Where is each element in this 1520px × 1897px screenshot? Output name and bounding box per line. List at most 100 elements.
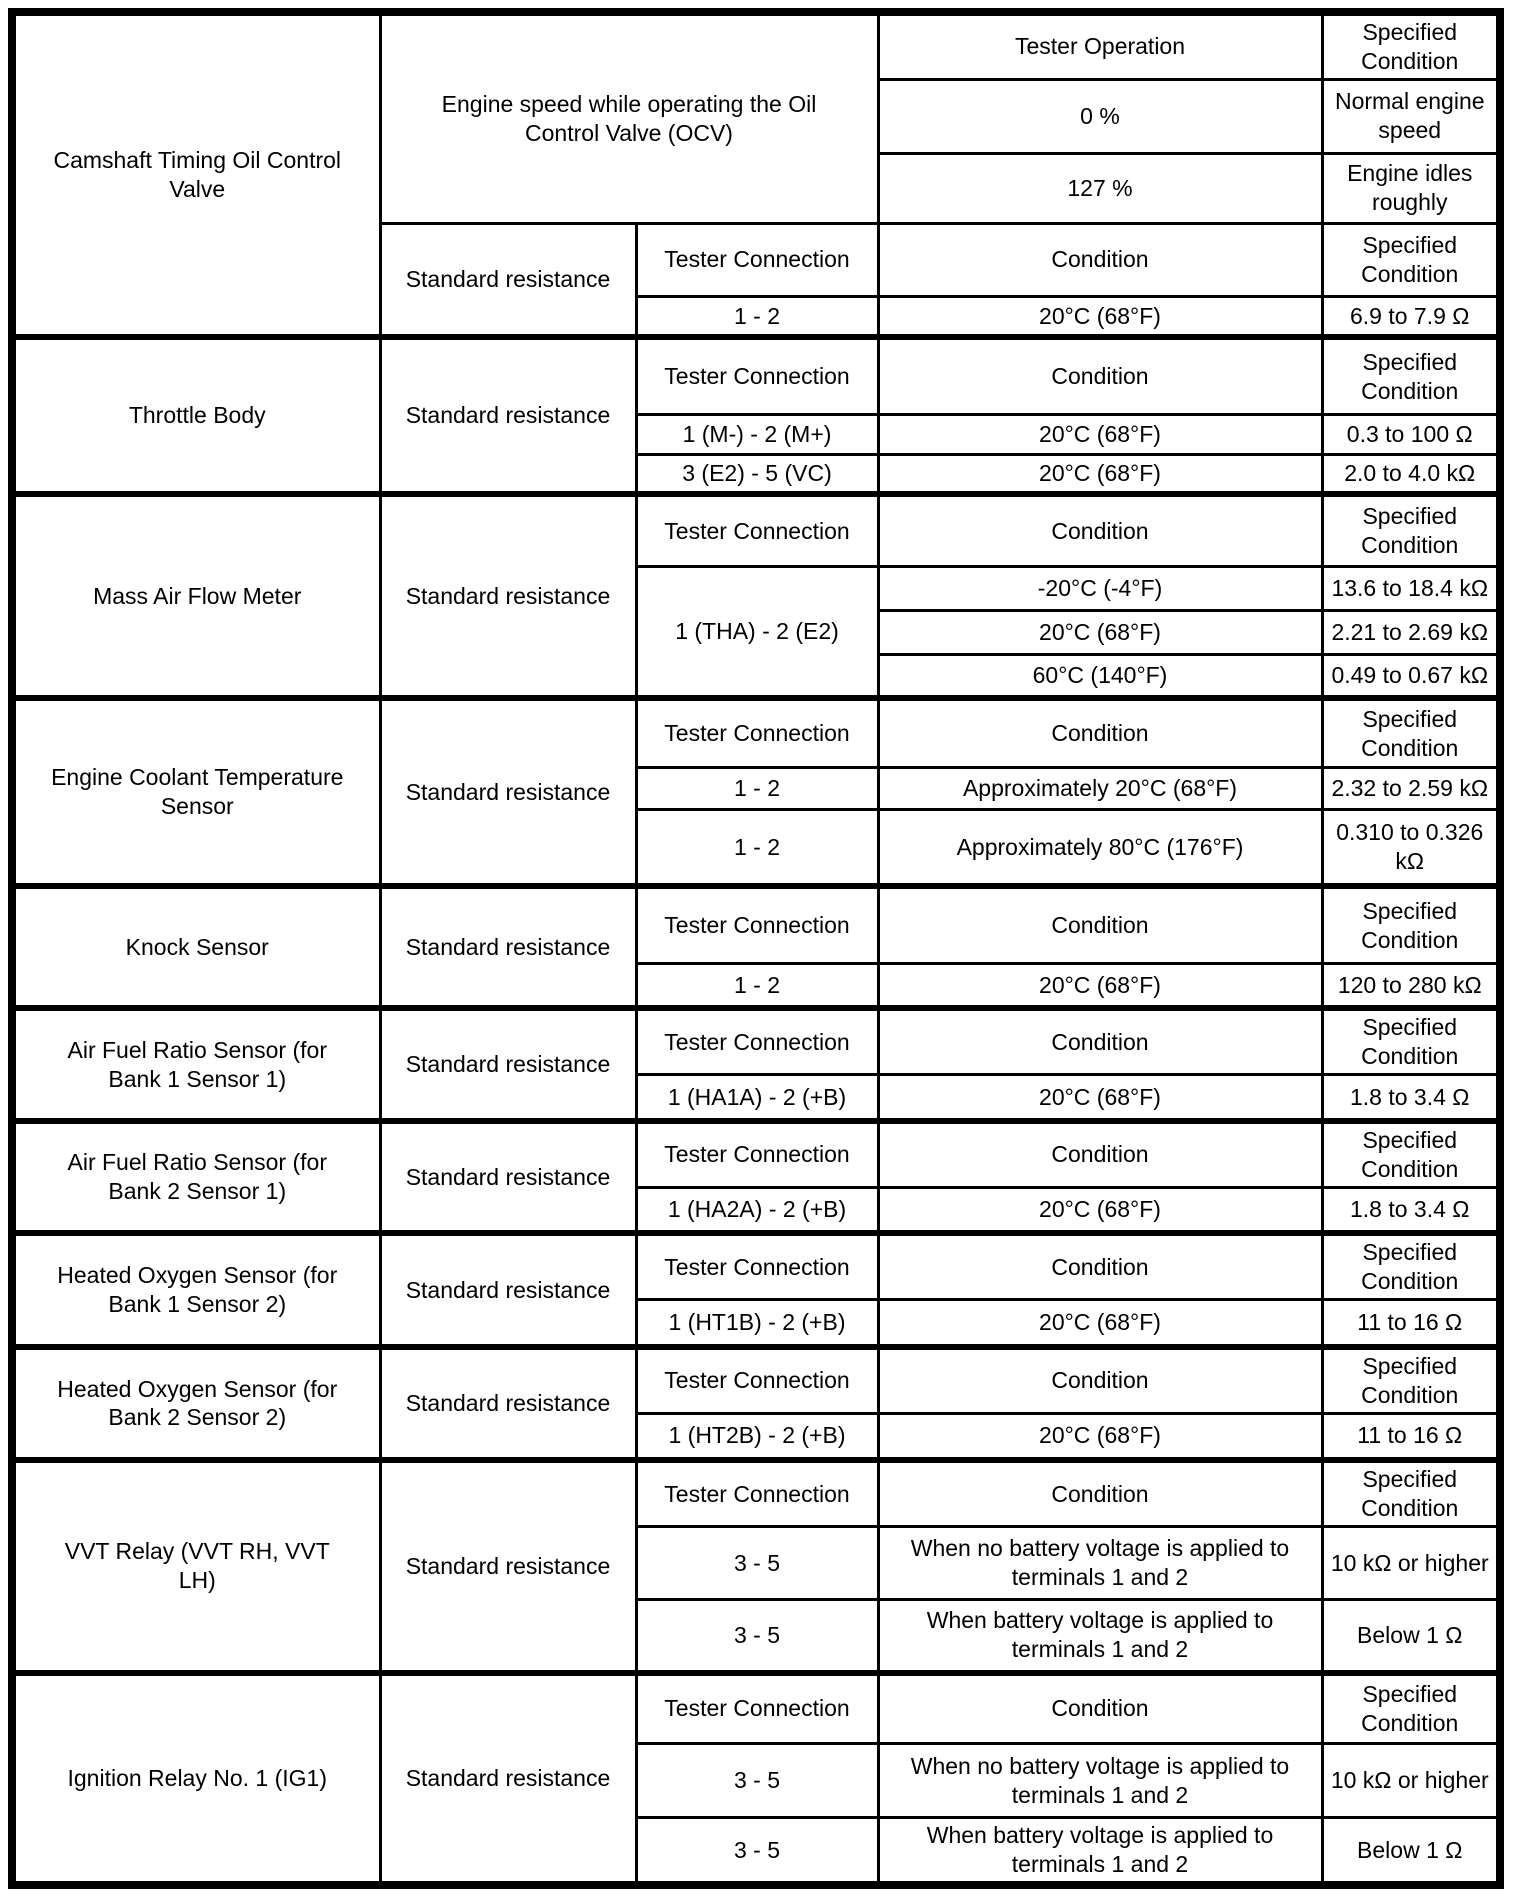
tester-connection-value: 3 (E2) - 5 (VC) — [634, 452, 880, 496]
specified-condition-value: 10 kΩ or higher — [1320, 1742, 1502, 1820]
table-row: 1 - 2 Approximately 20°C (68°F) 2.32 to … — [12, 765, 1502, 811]
component-cell: Camshaft Timing Oil Control Valve — [10, 10, 382, 339]
table-row: 1 - 2 Approximately 80°C (176°F) 0.310 t… — [12, 807, 1502, 888]
specified-condition-value: 11 to 16 Ω — [1320, 1411, 1502, 1462]
tester-connection-value: 1 - 2 — [634, 294, 880, 339]
table-row: 1 (HA2A) - 2 (+B) 20°C (68°F) 1.8 to 3.4… — [12, 1185, 1502, 1235]
table-row: 1 (HT2B) - 2 (+B) 20°C (68°F) 11 to 16 Ω — [12, 1411, 1502, 1462]
table-row: 1 (M-) - 2 (M+) 20°C (68°F) 0.3 to 100 Ω — [12, 412, 1502, 456]
tester-operation-value: 127 % — [876, 151, 1324, 225]
specified-condition-value: 2.32 to 2.59 kΩ — [1320, 765, 1502, 811]
component-cell: Air Fuel Ratio Sensor (for Bank 1 Sensor… — [10, 1005, 382, 1123]
condition-value: 20°C (68°F) — [876, 608, 1324, 656]
specified-condition-value: 6.9 to 7.9 Ω — [1320, 294, 1502, 339]
tester-connection-header: Tester Connection — [634, 1230, 880, 1302]
specified-condition-value: Normal engine speed — [1320, 77, 1502, 155]
specified-condition-value: 1.8 to 3.4 Ω — [1320, 1185, 1502, 1235]
specified-condition-header: Specified Condition — [1320, 221, 1502, 298]
condition-header: Condition — [876, 1005, 1324, 1077]
table-row: Heated Oxygen Sensor (for Bank 1 Sensor … — [10, 1230, 1502, 1349]
tester-connection-value: 3 - 5 — [634, 1742, 880, 1820]
table-row: Engine Coolant Temperature Sensor Standa… — [10, 695, 1502, 888]
specified-condition-value: Engine idles roughly — [1320, 151, 1502, 225]
specified-condition-value: 0.3 to 100 Ω — [1320, 412, 1502, 456]
specified-condition-header: Specified Condition — [1320, 1343, 1502, 1415]
specified-condition-header: Specified Condition — [1320, 1117, 1502, 1189]
measurement-label-cell: Standard resistance — [378, 1669, 638, 1887]
component-cell: Engine Coolant Temperature Sensor — [10, 695, 382, 888]
tester-connection-header: Tester Connection — [634, 334, 880, 416]
condition-value: Approximately 20°C (68°F) — [876, 765, 1324, 811]
table-row: 0 % Normal engine speed — [12, 77, 1502, 155]
tester-connection-value: 3 - 5 — [634, 1598, 880, 1675]
table-row: Heated Oxygen Sensor (for Bank 2 Sensor … — [10, 1343, 1502, 1462]
specified-condition-header: Specified Condition — [1320, 1669, 1502, 1746]
condition-value: When no battery voltage is applied to te… — [876, 1742, 1324, 1820]
table-row: 3 (E2) - 5 (VC) 20°C (68°F) 2.0 to 4.0 k… — [12, 452, 1502, 496]
specified-condition-value: Below 1 Ω — [1320, 1598, 1502, 1675]
measurement-label-cell: Standard resistance — [378, 1117, 638, 1235]
specified-condition-value: 0.49 to 0.67 kΩ — [1320, 652, 1502, 700]
tester-connection-value: 1 - 2 — [634, 961, 880, 1010]
table-row: 3 - 5 When battery voltage is applied to… — [12, 1598, 1502, 1675]
tester-connection-value: 3 - 5 — [634, 1816, 880, 1887]
tester-operation-header: Tester Operation — [876, 10, 1324, 81]
tester-connection-header: Tester Connection — [634, 883, 880, 965]
measurement-label-cell: Engine speed while operating the Oil Con… — [378, 10, 880, 225]
specified-condition-value: 10 kΩ or higher — [1320, 1525, 1502, 1602]
measurement-label-cell: Standard resistance — [378, 1457, 638, 1675]
tester-connection-header: Tester Connection — [634, 1005, 880, 1077]
tester-connection-value: 1 - 2 — [634, 807, 880, 888]
tester-connection-header: Tester Connection — [634, 1669, 880, 1746]
measurement-label-cell: Standard resistance — [378, 491, 638, 700]
tester-connection-value: 1 - 2 — [634, 765, 880, 811]
condition-value: When battery voltage is applied to termi… — [876, 1816, 1324, 1887]
condition-value: 20°C (68°F) — [876, 1185, 1324, 1235]
condition-value: 20°C (68°F) — [876, 412, 1324, 456]
table-row: Knock Sensor Standard resistance Tester … — [10, 883, 1502, 1010]
specified-condition-value: 2.0 to 4.0 kΩ — [1320, 452, 1502, 496]
table-row: Air Fuel Ratio Sensor (for Bank 2 Sensor… — [10, 1117, 1502, 1235]
tester-connection-value: 1 (HA2A) - 2 (+B) — [634, 1185, 880, 1235]
table-row: Standard resistance Tester Connection Co… — [12, 221, 1502, 339]
specified-condition-header: Specified Condition — [1320, 491, 1502, 568]
specified-condition-header: Specified Condition — [1320, 1230, 1502, 1302]
measurement-label-cell: Standard resistance — [378, 1343, 638, 1462]
tester-connection-header: Tester Connection — [634, 491, 880, 568]
specified-condition-header: Specified Condition — [1320, 10, 1502, 81]
component-inspection-spec-table: Camshaft Timing Oil Control Valve Engine… — [8, 8, 1504, 1890]
condition-header: Condition — [876, 1117, 1324, 1189]
measurement-label-cell: Standard resistance — [378, 1230, 638, 1349]
component-cell: Heated Oxygen Sensor (for Bank 2 Sensor … — [10, 1343, 382, 1462]
component-cell: Ignition Relay No. 1 (IG1) — [10, 1669, 382, 1887]
tester-connection-value: 1 (HT2B) - 2 (+B) — [634, 1411, 880, 1462]
condition-value: -20°C (-4°F) — [876, 564, 1324, 612]
table-row: 127 % Engine idles roughly — [12, 151, 1502, 225]
table-row: 3 - 5 When no battery voltage is applied… — [12, 1742, 1502, 1820]
specified-condition-header: Specified Condition — [1320, 1005, 1502, 1077]
condition-value: When no battery voltage is applied to te… — [876, 1525, 1324, 1602]
specified-condition-value: 11 to 16 Ω — [1320, 1298, 1502, 1349]
tester-connection-header: Tester Connection — [634, 1457, 880, 1529]
table-row: Throttle Body Standard resistance Tester… — [10, 334, 1502, 496]
tester-connection-header: Tester Connection — [634, 1343, 880, 1415]
condition-header: Condition — [876, 883, 1324, 965]
condition-header: Condition — [876, 334, 1324, 416]
table-row: 3 - 5 When battery voltage is applied to… — [12, 1816, 1502, 1887]
specified-condition-header: Specified Condition — [1320, 695, 1502, 769]
condition-value: 60°C (140°F) — [876, 652, 1324, 700]
condition-value: 20°C (68°F) — [876, 294, 1324, 339]
table-row: Ignition Relay No. 1 (IG1) Standard resi… — [10, 1669, 1502, 1887]
specified-condition-value: 0.310 to 0.326 kΩ — [1320, 807, 1502, 888]
tester-connection-header: Tester Connection — [634, 695, 880, 769]
table-row: 60°C (140°F) 0.49 to 0.67 kΩ — [12, 652, 1502, 700]
table-row: 1 - 2 20°C (68°F) 120 to 280 kΩ — [12, 961, 1502, 1010]
specified-condition-header: Specified Condition — [1320, 334, 1502, 416]
table-row: 20°C (68°F) 2.21 to 2.69 kΩ — [12, 608, 1502, 656]
table-row: 1 (THA) - 2 (E2) -20°C (-4°F) 13.6 to 18… — [12, 564, 1502, 700]
condition-value: 20°C (68°F) — [876, 1411, 1324, 1462]
measurement-label-cell: Standard resistance — [378, 221, 638, 339]
component-cell: Throttle Body — [10, 334, 382, 496]
specified-condition-value: 120 to 280 kΩ — [1320, 961, 1502, 1010]
condition-value: When battery voltage is applied to termi… — [876, 1598, 1324, 1675]
